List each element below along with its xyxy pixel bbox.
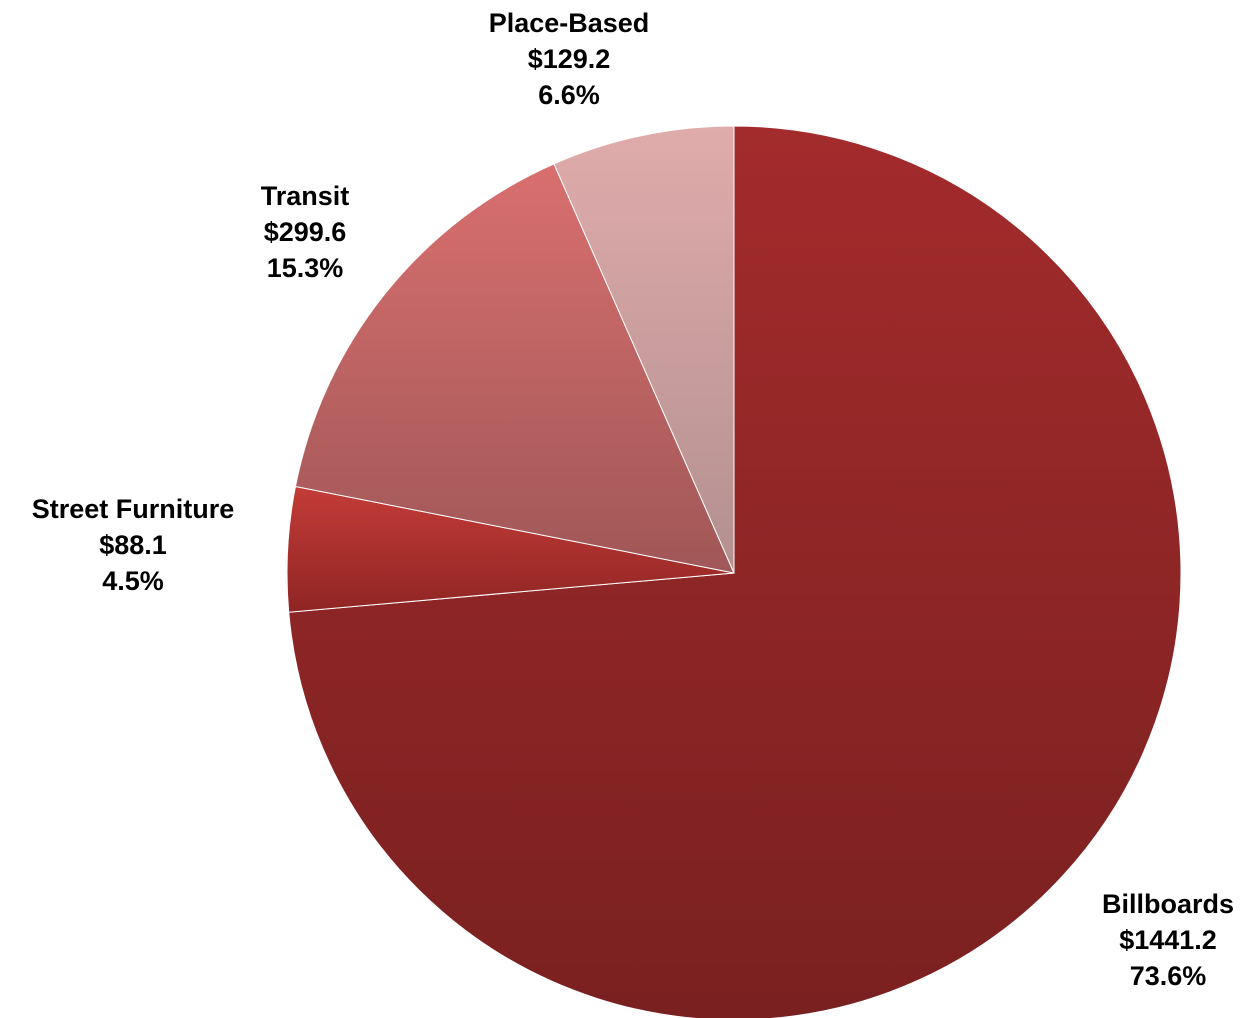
slice-value-label: $129.2: [528, 44, 611, 74]
slice-value-label: $299.6: [264, 217, 347, 247]
slice-label-transit: Transit $299.6 15.3%: [261, 181, 350, 283]
slice-name-label: Street Furniture: [32, 494, 235, 524]
slice-name-label: Place-Based: [489, 8, 650, 38]
slice-label-street-furniture: Street Furniture $88.1 4.5%: [32, 494, 235, 596]
slice-label-billboards: Billboards $1441.2 73.6%: [1102, 889, 1234, 991]
slice-percent-label: 4.5%: [102, 566, 164, 596]
pie-slice-billboards: [288, 125, 1182, 1018]
slice-percent-label: 73.6%: [1130, 961, 1207, 991]
pie-slice-transit: [294, 163, 735, 574]
slice-value-label: $1441.2: [1119, 925, 1217, 955]
slice-percent-label: 15.3%: [267, 253, 344, 283]
slice-name-label: Transit: [261, 181, 350, 211]
pie-slice-place-based: [553, 125, 735, 574]
slice-name-label: Billboards: [1102, 889, 1234, 919]
slice-percent-label: 6.6%: [538, 80, 600, 110]
slice-value-label: $88.1: [99, 530, 167, 560]
slice-label-place-based: Place-Based $129.2 6.6%: [489, 8, 650, 110]
